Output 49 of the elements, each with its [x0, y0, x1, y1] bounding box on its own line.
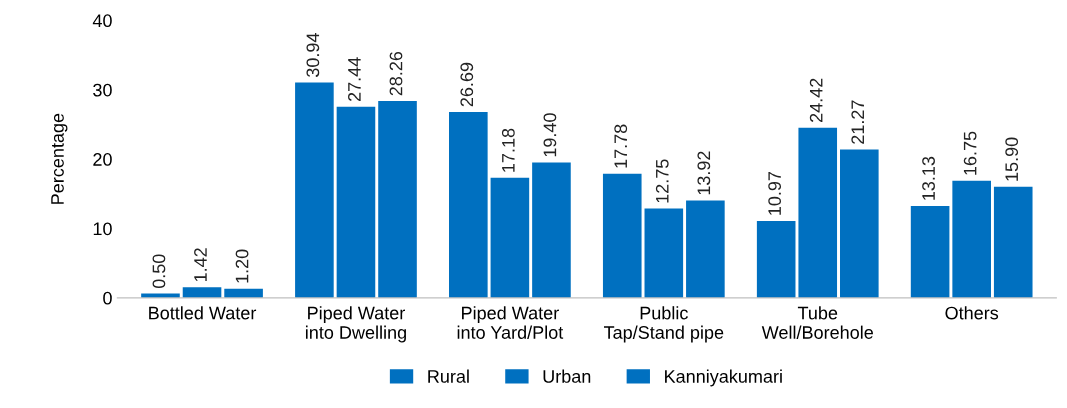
bar: [910, 205, 950, 298]
bar: [993, 186, 1033, 298]
data-label: 12.75: [655, 159, 669, 203]
y-tick-label: 20: [93, 153, 112, 166]
data-label: 1.42: [194, 248, 207, 282]
x-tick-label: Others: [945, 306, 999, 320]
data-label: 30.94: [306, 33, 320, 77]
data-label: 13.13: [922, 156, 935, 200]
bar: [449, 111, 488, 298]
x-tick-label: Tube Well/Borehole: [761, 306, 873, 339]
y-tick-label: 0: [103, 291, 112, 305]
x-tick-label: Piped Water into Yard/Plot: [457, 306, 564, 339]
legend-label: Kanniyakumari: [665, 369, 782, 387]
data-label: 13.92: [697, 151, 711, 195]
data-label: 15.90: [1005, 137, 1019, 181]
data-label: 27.44: [348, 57, 361, 102]
data-label: 1.20: [235, 249, 249, 283]
data-label: 26.69: [460, 62, 474, 107]
data-label: 17.18: [501, 128, 515, 172]
bar: [839, 149, 879, 298]
data-label: 16.75: [963, 131, 977, 175]
x-tick-label: Public Tap/Stand pipe: [604, 306, 724, 343]
data-label: 17.78: [614, 124, 628, 168]
legend-label: Urban: [543, 369, 591, 383]
data-label: 0.50: [152, 254, 166, 289]
bar: [182, 287, 222, 298]
data-label: 28.26: [389, 51, 403, 96]
bar: [295, 82, 334, 298]
legend-label: Rural: [428, 369, 469, 383]
bar: [644, 208, 684, 298]
bar: [756, 220, 796, 298]
bar: [490, 177, 530, 298]
y-tick-label: 10: [93, 222, 112, 236]
data-label: 10.97: [768, 171, 782, 215]
bar: [798, 127, 838, 298]
y-axis-title: Percentage: [51, 113, 68, 204]
bar: [952, 180, 991, 298]
data-label: 21.27: [851, 100, 864, 144]
bar: [336, 106, 376, 298]
x-tick-label: Piped Water into Dwelling: [305, 306, 406, 343]
y-tick-label: 30: [93, 83, 112, 97]
data-label: 24.42: [809, 78, 823, 122]
bar: [532, 162, 571, 298]
bar: [686, 200, 725, 298]
bar: [602, 173, 642, 298]
bar: [378, 100, 417, 298]
data-label: 19.40: [543, 113, 557, 157]
y-tick-label: 40: [92, 14, 112, 28]
x-tick-label: Bottled Water: [149, 306, 257, 320]
